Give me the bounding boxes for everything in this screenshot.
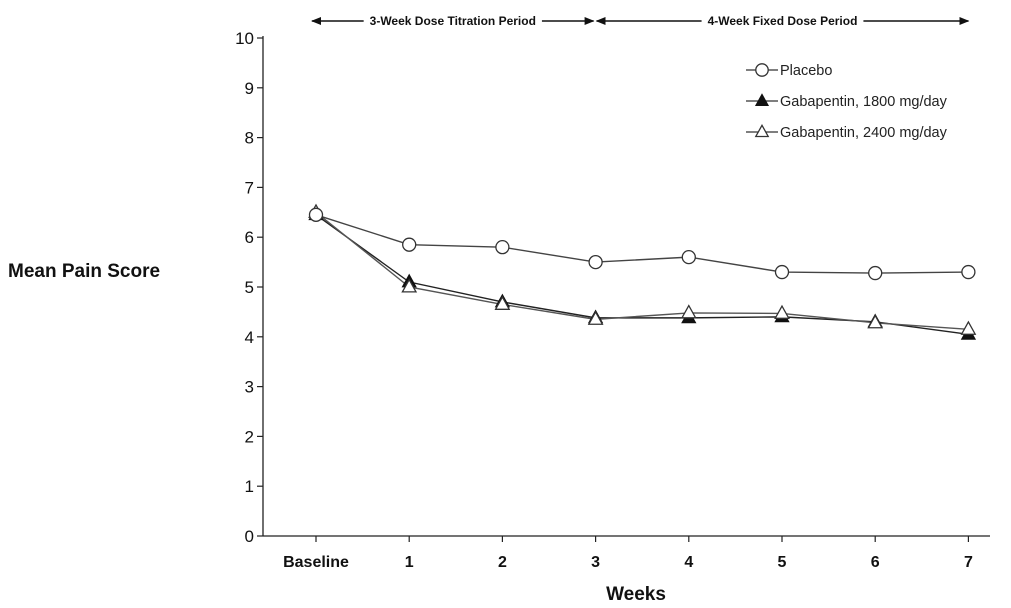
series-line <box>315 214 969 274</box>
data-point <box>588 254 603 270</box>
y-tick-label: 6 <box>245 228 254 247</box>
period-annotations: 3-Week Dose Titration Period 4-Week Fixed… <box>311 14 970 28</box>
y-tick-label: 5 <box>245 278 254 297</box>
legend-marker <box>754 123 770 138</box>
data-point <box>401 278 418 293</box>
legend-entry: Gabapentin, 1800 mg/day <box>746 93 948 110</box>
data-point <box>680 304 697 319</box>
x-tick-label: 4 <box>684 554 693 571</box>
data-point <box>774 264 790 280</box>
data-point <box>867 314 884 329</box>
x-tick-label: 2 <box>498 554 507 571</box>
legend-entry: Gabapentin, 2400 mg/day <box>746 123 948 141</box>
data-point <box>494 295 511 310</box>
legend-label: Gabapentin, 2400 mg/day <box>780 125 948 141</box>
legend-marker <box>755 63 769 77</box>
y-tick-label: 1 <box>245 477 254 496</box>
data-point <box>681 249 696 265</box>
period-annotation: 4-Week Fixed Dose Period <box>595 14 970 28</box>
data-point <box>587 310 604 325</box>
legend-marker <box>754 93 770 106</box>
y-tick-label: 4 <box>245 328 254 347</box>
x-axis-title: Weeks <box>606 584 666 605</box>
period-label: 4-Week Fixed Dose Period <box>708 14 858 28</box>
y-tick-label: 2 <box>245 427 254 446</box>
period-annotation: 3-Week Dose Titration Period <box>311 14 595 28</box>
legend-label: Placebo <box>780 63 832 79</box>
series-lines <box>308 203 977 340</box>
legend-entry: Placebo <box>746 63 832 79</box>
x-tick-label: 3 <box>591 554 600 571</box>
data-point <box>495 240 510 255</box>
data-point <box>960 320 977 335</box>
y-tick-label: 0 <box>245 527 254 546</box>
x-tick-label: 7 <box>964 554 973 571</box>
y-tick-label: 7 <box>245 178 254 197</box>
x-tick-label: 5 <box>778 554 787 571</box>
x-tick-label: 1 <box>405 554 414 571</box>
y-axis-title: Mean Pain Score <box>8 261 160 282</box>
data-point <box>868 265 883 281</box>
data-point <box>308 207 324 222</box>
legend: Placebo Gabapentin, 1800 mg/day Gabapentin… <box>746 63 948 141</box>
y-tick-label: 9 <box>245 79 254 98</box>
data-point <box>402 237 417 252</box>
data-point <box>961 264 976 280</box>
axes: 0 1 2 3 4 5 6 7 8 9 10 Baseline 1 2 3 4 5 6 7 <box>235 29 990 571</box>
data-point <box>774 304 790 319</box>
x-tick-label: 6 <box>871 554 880 571</box>
y-tick-label: 8 <box>245 129 254 148</box>
y-tick-label: 10 <box>235 29 254 48</box>
y-tick-label: 3 <box>245 378 254 397</box>
x-tick-label: Baseline <box>283 554 349 571</box>
series-line <box>315 211 969 331</box>
legend-label: Gabapentin, 1800 mg/day <box>780 94 948 110</box>
period-label: 3-Week Dose Titration Period <box>370 14 536 28</box>
